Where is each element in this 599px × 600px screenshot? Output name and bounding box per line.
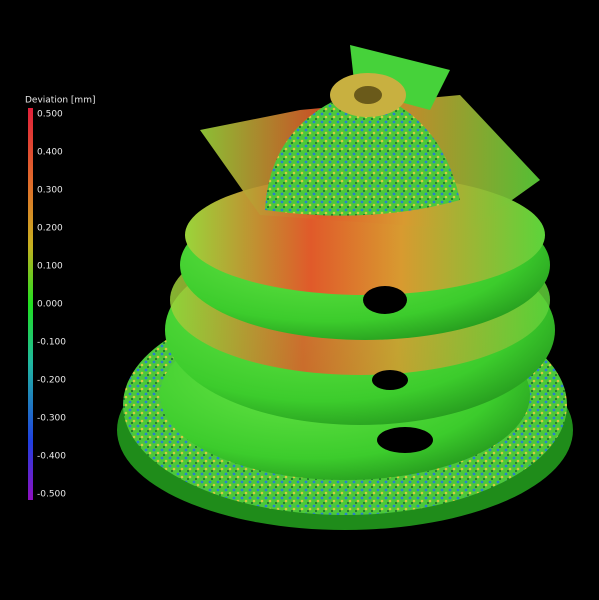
legend-tick-label: -0.400 bbox=[37, 452, 66, 462]
legend-tick-label: -0.500 bbox=[37, 490, 66, 500]
legend-title: Deviation [mm] bbox=[25, 96, 95, 106]
dome bbox=[265, 90, 460, 216]
legend-tick-label: 0.000 bbox=[37, 300, 63, 310]
legend-tick-label: 0.100 bbox=[37, 262, 63, 272]
window bbox=[377, 427, 433, 453]
legend-tick-label: -0.300 bbox=[37, 414, 66, 424]
legend-tick-label: -0.200 bbox=[37, 376, 66, 386]
window bbox=[372, 370, 408, 390]
legend-tick-label: -0.100 bbox=[37, 338, 66, 348]
legend-tick-label: 0.500 bbox=[37, 110, 63, 120]
dome-hole bbox=[354, 86, 382, 104]
window bbox=[363, 286, 407, 314]
legend-tick-label: 0.300 bbox=[37, 186, 63, 196]
color-bar bbox=[28, 108, 33, 500]
legend-tick-label: 0.400 bbox=[37, 148, 63, 158]
scan-model bbox=[117, 45, 573, 530]
legend-tick-label: 0.200 bbox=[37, 224, 63, 234]
color-legend: Deviation [mm] 0.500 0.400 0.300 0.200 0.100… bbox=[25, 96, 95, 500]
